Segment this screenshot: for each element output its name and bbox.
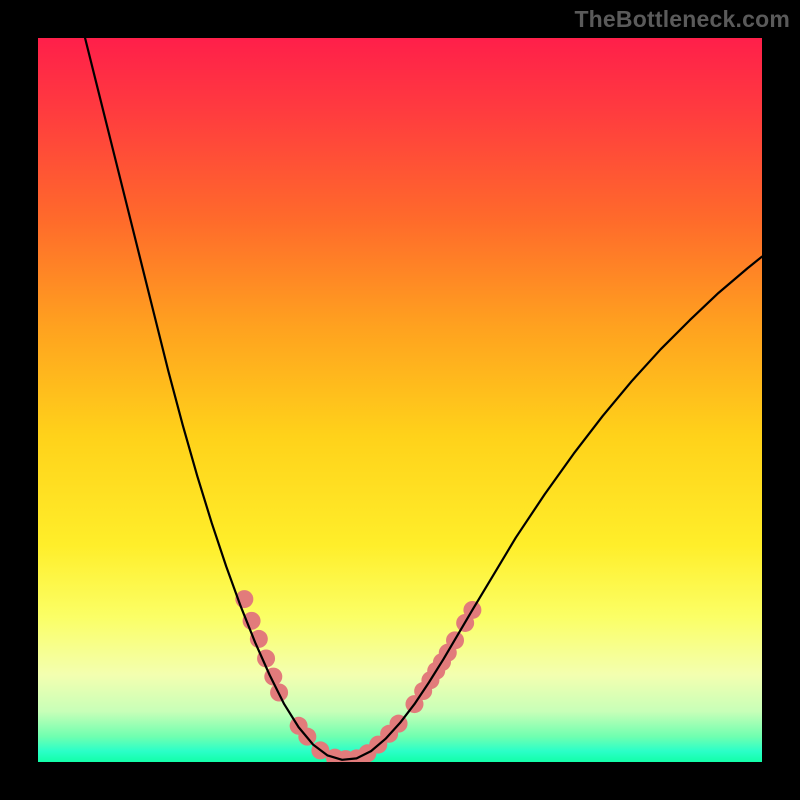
marker-dot	[243, 612, 261, 630]
curve-layer	[38, 38, 762, 762]
chart-frame: TheBottleneck.com	[0, 0, 800, 800]
bottleneck-curve	[85, 38, 762, 760]
marker-cluster	[235, 590, 481, 762]
watermark-text: TheBottleneck.com	[574, 6, 790, 33]
marker-dot	[250, 630, 268, 648]
plot-area	[38, 38, 762, 762]
